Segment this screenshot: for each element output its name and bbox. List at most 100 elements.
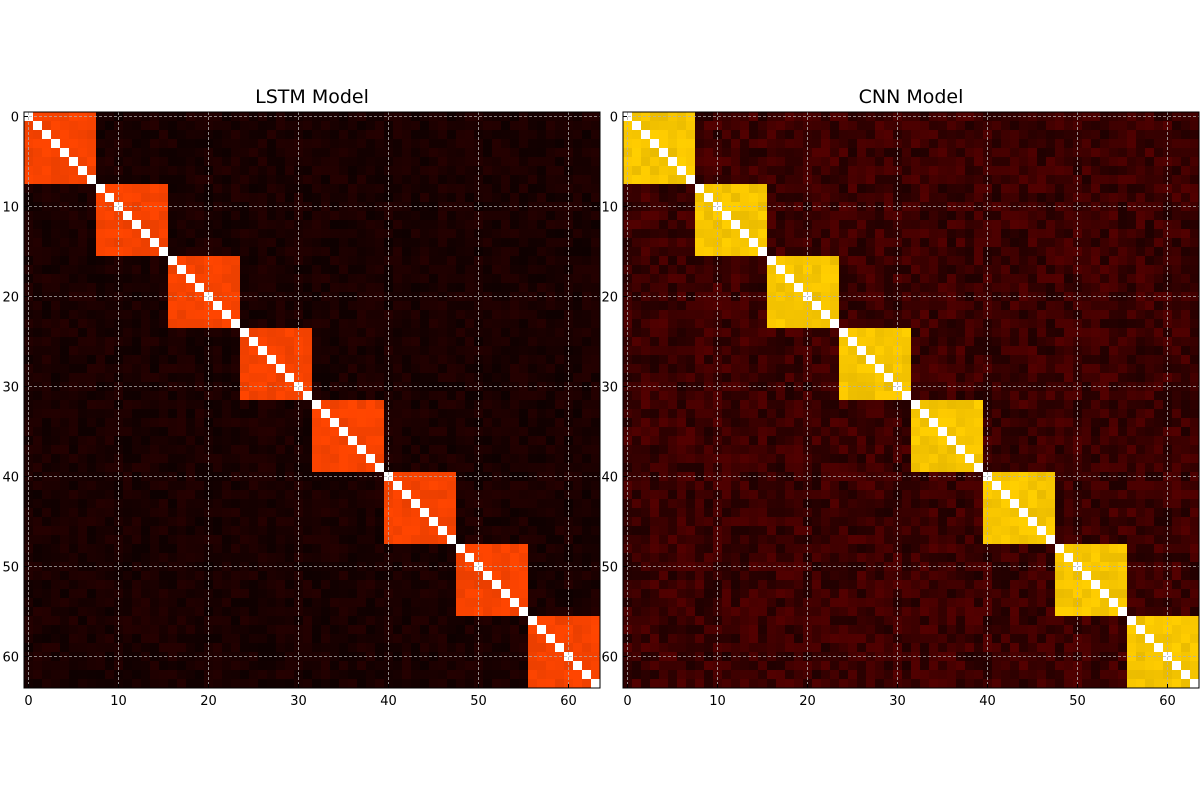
heatmap-cell — [447, 526, 457, 536]
heatmap-cell — [42, 391, 52, 401]
heatmap-cell — [447, 409, 457, 419]
heatmap-cell — [177, 256, 187, 266]
heatmap-cell — [402, 364, 412, 374]
heatmap-cell — [240, 229, 250, 239]
heatmap-cell — [159, 661, 169, 671]
heatmap-cell — [348, 445, 358, 455]
heatmap-cell — [510, 193, 520, 203]
heatmap-cell — [186, 364, 196, 374]
heatmap-cell — [411, 229, 421, 239]
heatmap-cell — [195, 409, 205, 419]
heatmap-cell — [312, 490, 322, 500]
heatmap-cell — [105, 274, 115, 284]
heatmap-cell — [303, 607, 313, 617]
heatmap-cell — [186, 184, 196, 194]
heatmap-cell — [69, 418, 79, 428]
heatmap-cell — [60, 319, 70, 329]
heatmap-cell — [501, 535, 511, 545]
heatmap-cell — [465, 229, 475, 239]
heatmap-cell — [258, 490, 268, 500]
heatmap-cell — [348, 328, 358, 338]
heatmap-cell — [375, 670, 385, 680]
heatmap-cell — [591, 319, 601, 329]
heatmap-cell — [573, 652, 583, 662]
heatmap-cell — [411, 211, 421, 221]
heatmap-cell — [204, 427, 214, 437]
heatmap-cell — [285, 625, 295, 635]
heatmap-cell — [429, 139, 439, 149]
heatmap-cell — [51, 427, 61, 437]
heatmap-cell — [483, 274, 493, 284]
heatmap-cell — [375, 418, 385, 428]
heatmap-cell — [177, 589, 187, 599]
heatmap-cell — [285, 184, 295, 194]
heatmap-cell — [465, 274, 475, 284]
heatmap-cell — [348, 337, 358, 347]
heatmap-cell — [60, 427, 70, 437]
heatmap-cell — [105, 301, 115, 311]
heatmap-cell — [438, 400, 448, 410]
heatmap-cell — [303, 373, 313, 383]
heatmap-cell — [204, 202, 214, 212]
heatmap-cell — [321, 220, 331, 230]
heatmap-cell — [402, 526, 412, 536]
heatmap-cell — [168, 373, 178, 383]
heatmap-cell — [438, 535, 448, 545]
heatmap-cell — [591, 355, 601, 365]
heatmap-cell — [24, 337, 34, 347]
heatmap-cell — [78, 238, 88, 248]
heatmap-cell — [591, 517, 601, 527]
heatmap-cell — [213, 238, 223, 248]
heatmap-cell — [105, 130, 115, 140]
heatmap-cell — [132, 301, 142, 311]
heatmap-cell — [123, 265, 133, 275]
heatmap-cell — [132, 328, 142, 338]
heatmap-cell — [42, 220, 52, 230]
heatmap-cell — [375, 310, 385, 320]
heatmap-cell — [42, 490, 52, 500]
heatmap-cell — [177, 328, 187, 338]
heatmap-cell — [96, 679, 106, 689]
heatmap-cell — [231, 643, 241, 653]
heatmap-cell — [528, 139, 538, 149]
heatmap-cell — [582, 337, 592, 347]
heatmap-cell — [384, 121, 394, 131]
heatmap-cell — [69, 337, 79, 347]
heatmap-cell — [438, 247, 448, 257]
heatmap-cell — [42, 166, 52, 176]
heatmap-cell — [285, 373, 295, 383]
heatmap-cell — [528, 607, 538, 617]
heatmap-cell — [132, 589, 142, 599]
heatmap-cell — [555, 535, 565, 545]
heatmap-cell — [303, 679, 313, 689]
heatmap-cell — [303, 508, 313, 518]
heatmap-cell — [141, 328, 151, 338]
heatmap-cell — [366, 355, 376, 365]
heatmap-cell — [240, 148, 250, 158]
heatmap-cell — [141, 184, 151, 194]
heatmap-cell — [510, 229, 520, 239]
heatmap-cell — [438, 463, 448, 473]
heatmap-cell — [33, 238, 43, 248]
heatmap-cell — [231, 499, 241, 509]
heatmap-cell — [492, 598, 502, 608]
heatmap-cell — [555, 634, 565, 644]
heatmap-cell — [411, 238, 421, 248]
heatmap-cell — [330, 220, 340, 230]
heatmap-cell — [249, 526, 259, 536]
heatmap-cell — [132, 427, 142, 437]
heatmap-cell — [195, 310, 205, 320]
heatmap-cell — [285, 499, 295, 509]
heatmap-cell — [312, 274, 322, 284]
heatmap-cell — [123, 337, 133, 347]
heatmap-cell — [402, 319, 412, 329]
heatmap-cell — [438, 517, 448, 527]
heatmap-cell — [438, 589, 448, 599]
heatmap-cell — [213, 112, 223, 122]
heatmap-cell — [528, 112, 538, 122]
heatmap-cell — [78, 499, 88, 509]
heatmap-cell — [321, 598, 331, 608]
heatmap-cell — [231, 454, 241, 464]
heatmap-cell — [366, 265, 376, 275]
heatmap-cell — [69, 373, 79, 383]
